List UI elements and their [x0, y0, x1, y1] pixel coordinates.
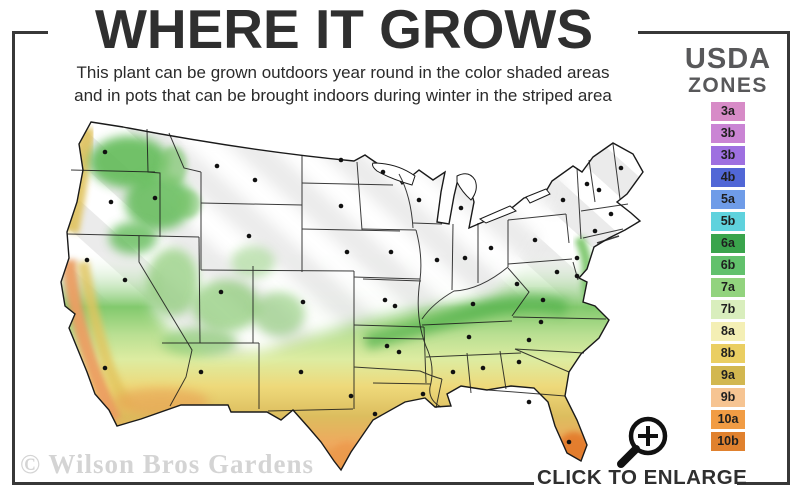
frame-border-left — [12, 31, 15, 485]
zone-legend: 3a 3b 3b 4b 5a 5b 6a 6b 7a 7b 8a 8b 9a 9b 10a 10b — [711, 102, 745, 454]
page-title: WHERE IT GROWS — [50, 0, 638, 58]
zone-swatch-3b: 3b — [711, 124, 745, 143]
zone-swatch-9b: 9b — [711, 388, 745, 407]
zone-swatch-10b: 10b — [711, 432, 745, 451]
usda-heading-line2: ZONES — [688, 74, 768, 97]
magnifier-plus-icon[interactable] — [612, 408, 684, 480]
zone-swatch-10a: 10a — [711, 410, 745, 429]
zone-swatch-7a: 7a — [711, 278, 745, 297]
zone-swatch-6a: 6a — [711, 234, 745, 253]
subtitle-line-1: This plant can be grown outdoors year ro… — [76, 63, 610, 82]
zone-swatch-7b: 7b — [711, 300, 745, 319]
zone-shading — [61, 122, 643, 470]
watermark: © Wilson Bros Gardens — [20, 449, 314, 479]
zone-swatch-5a: 5a — [711, 190, 745, 209]
usda-heading-line1: USDA — [684, 43, 772, 75]
frame-border-right — [787, 31, 790, 485]
zone-swatch-8b: 8b — [711, 344, 745, 363]
state-borders — [66, 128, 629, 412]
subtitle-line-2: and in pots that can be brought indoors … — [74, 86, 612, 105]
frame-border-top — [12, 31, 48, 34]
click-to-enlarge-button[interactable]: CLICK TO ENLARGE — [537, 466, 748, 489]
zone-swatch-6b: 6b — [711, 256, 745, 275]
zone-swatch-5b: 5b — [711, 212, 745, 231]
usda-zone-map[interactable] — [21, 110, 666, 480]
frame-border-top — [634, 31, 790, 34]
zone-swatch-9a: 9a — [711, 366, 745, 385]
frame-border-bottom — [737, 482, 790, 485]
great-lakes — [372, 162, 551, 224]
zone-swatch-8a: 8a — [711, 322, 745, 341]
zone-swatch-3a: 3a — [711, 102, 745, 121]
zone-swatch-4b: 4b — [711, 168, 745, 187]
zone-swatch-3b: 3b — [711, 146, 745, 165]
frame-border-bottom — [12, 482, 534, 485]
subtitle: This plant can be grown outdoors year ro… — [40, 61, 646, 107]
city-dots — [84, 149, 624, 445]
usda-zones-heading: USDA ZONES — [668, 44, 788, 97]
